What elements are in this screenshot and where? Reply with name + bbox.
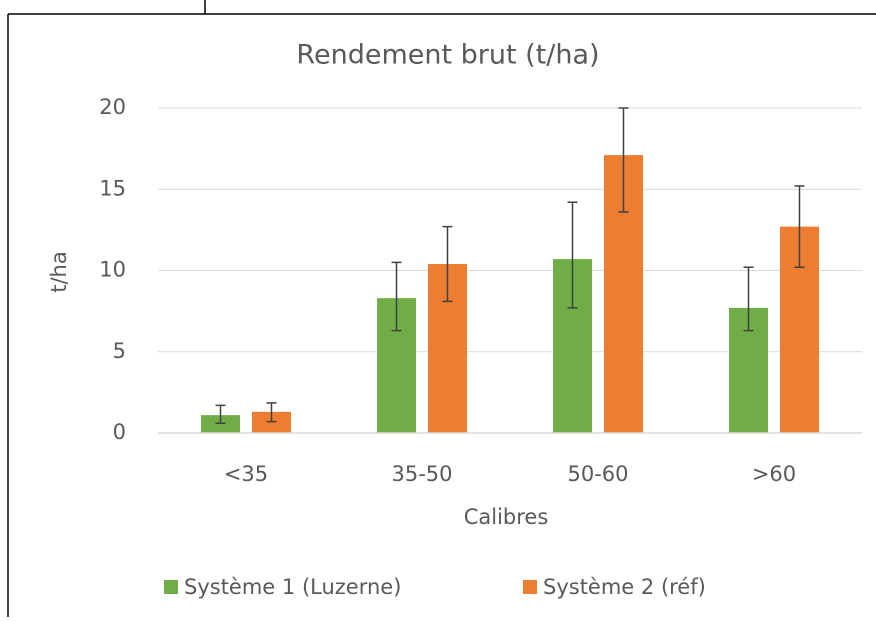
y-axis-label: t/ha xyxy=(47,251,71,293)
bar xyxy=(201,415,240,433)
bar xyxy=(252,411,291,433)
y-tick-label: 10 xyxy=(99,258,126,282)
x-tick-label: 50-60 xyxy=(567,462,628,486)
legend-swatch xyxy=(523,580,537,594)
legend-swatch xyxy=(164,580,178,594)
x-tick-label: >60 xyxy=(752,462,796,486)
legend-label: Système 1 (Luzerne) xyxy=(184,575,401,599)
x-tick-label: 35-50 xyxy=(391,462,452,486)
x-axis-label: Calibres xyxy=(464,505,549,529)
legend-label: Système 2 (réf) xyxy=(543,575,706,599)
y-tick-label: 0 xyxy=(113,420,126,444)
y-tick-label: 15 xyxy=(99,176,126,200)
x-tick-label: <35 xyxy=(224,462,268,486)
y-tick-label: 20 xyxy=(99,95,126,119)
y-tick-label: 5 xyxy=(113,339,126,363)
chart-title: Rendement brut (t/ha) xyxy=(296,40,599,71)
